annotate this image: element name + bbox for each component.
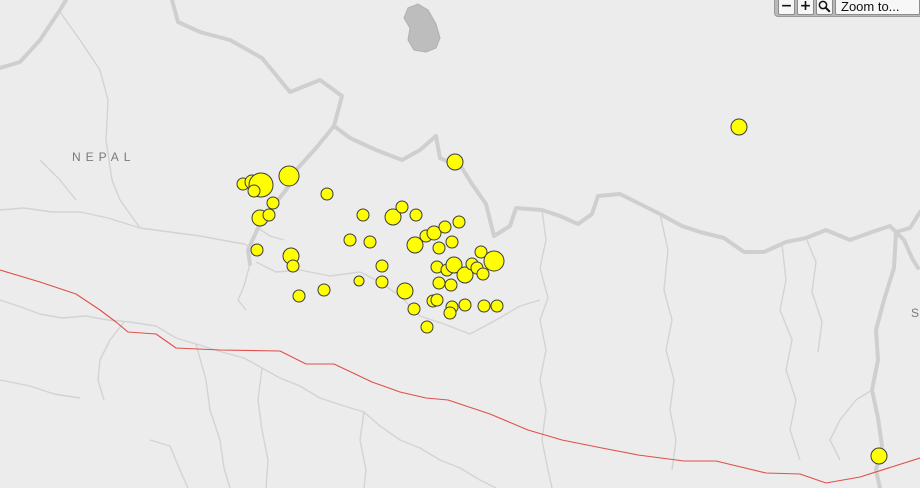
zoom-out-button[interactable]: − [778, 0, 795, 15]
zoom-in-button[interactable]: + [797, 0, 814, 15]
zoom-to-button[interactable]: Zoom to... [835, 0, 920, 15]
earthquake-markers[interactable] [236, 118, 888, 465]
red-boundary-line [0, 269, 920, 484]
marker[interactable] [443, 306, 457, 320]
marker[interactable] [396, 282, 414, 300]
marker[interactable] [363, 235, 377, 249]
search-button[interactable] [816, 0, 833, 15]
marker[interactable] [474, 245, 488, 259]
marker[interactable] [353, 275, 365, 287]
country-label-nepal: NEPAL [72, 150, 136, 164]
minus-icon: − [780, 0, 793, 14]
marker[interactable] [476, 267, 490, 281]
marker[interactable] [438, 220, 452, 234]
marker[interactable] [320, 187, 334, 201]
marker[interactable] [343, 233, 357, 247]
marker[interactable] [432, 276, 446, 290]
marker[interactable] [483, 250, 505, 272]
marker[interactable] [286, 259, 300, 273]
marker[interactable] [430, 293, 444, 307]
marker[interactable] [730, 118, 748, 136]
marker[interactable] [262, 208, 276, 222]
marker[interactable] [420, 320, 434, 334]
marker[interactable] [477, 299, 491, 313]
marker[interactable] [458, 298, 472, 312]
district-boundaries [0, 11, 873, 488]
marker[interactable] [356, 208, 370, 222]
marker[interactable] [247, 184, 261, 198]
marker[interactable] [426, 225, 442, 241]
marker[interactable] [250, 243, 264, 257]
marker[interactable] [444, 278, 458, 292]
zoom-to-label: Zoom to... [841, 0, 900, 14]
marker[interactable] [292, 289, 306, 303]
marker[interactable] [456, 266, 474, 284]
plus-icon: + [799, 0, 812, 14]
marker[interactable] [395, 200, 409, 214]
marker[interactable] [446, 153, 464, 171]
marker[interactable] [266, 196, 280, 210]
marker[interactable] [870, 447, 888, 465]
marker[interactable] [432, 241, 446, 255]
marker[interactable] [490, 299, 504, 313]
marker[interactable] [445, 235, 459, 249]
marker[interactable] [406, 236, 424, 254]
marker[interactable] [409, 208, 423, 222]
marker[interactable] [445, 256, 463, 274]
marker[interactable] [384, 208, 402, 226]
marker[interactable] [317, 283, 331, 297]
marker[interactable] [375, 275, 389, 289]
map-toolbar: − + Zoom to... [774, 0, 920, 17]
lake-shape [403, 3, 441, 53]
marker[interactable] [375, 259, 389, 273]
marker[interactable] [278, 165, 300, 187]
marker[interactable] [452, 215, 466, 229]
edge-country-label: S [911, 306, 920, 320]
marker[interactable] [407, 302, 421, 316]
magnifier-icon [818, 0, 831, 13]
